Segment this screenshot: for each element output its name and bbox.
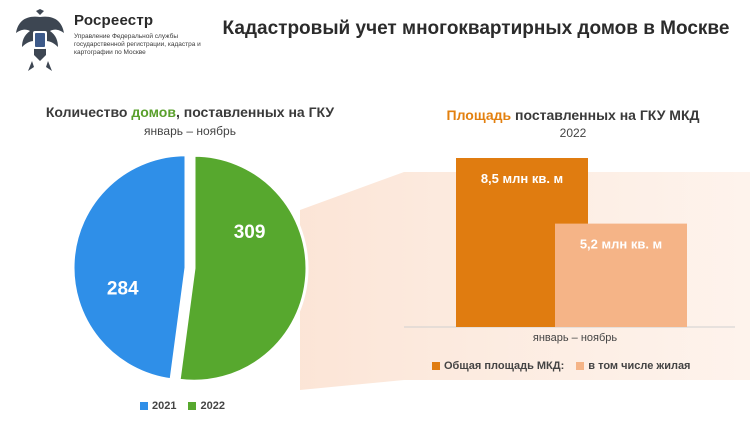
bar-chart-title: Площадь поставленных на ГКУ МКД	[446, 107, 700, 123]
bar-category-label: январь – ноябрь	[532, 332, 618, 344]
legend-item-2021: 2021	[140, 400, 176, 412]
pie-slice-2021	[71, 153, 188, 382]
bar-legend: Общая площадь МКД: в том числе жилая	[432, 360, 702, 372]
pie-value-label-2021: 284	[107, 279, 139, 300]
bar-1	[555, 223, 687, 327]
pie-chart-title: Количество домов, поставленных на ГКУ	[45, 104, 335, 120]
pie-title-highlight: домов	[131, 104, 176, 120]
pie-value-label-2022: 309	[234, 222, 266, 243]
bar-value-label-1: 5,2 млн кв. м	[580, 237, 662, 252]
bar-title-highlight: Площадь	[446, 107, 512, 123]
eagle-emblem-icon	[16, 9, 64, 71]
bar-value-label-0: 8,5 млн кв. м	[481, 171, 563, 186]
legend-item-total-area: Общая площадь МКД:	[432, 360, 564, 372]
org-name: Росреестр	[74, 12, 154, 29]
pie-chart-subtitle: январь – ноябрь	[144, 124, 236, 138]
org-subtitle: Управление Федеральной службы государств…	[74, 33, 201, 56]
org-block: Росреестр Управление Федеральной службы …	[74, 12, 204, 57]
pie-slice-2022	[177, 153, 309, 383]
page-title: Кадастровый учет многоквартирных домов в…	[222, 18, 730, 39]
legend-item-living-area: в том числе жилая	[576, 360, 690, 372]
pie-legend: 2021 2022	[140, 400, 237, 412]
bar-chart-subtitle: 2022	[559, 126, 587, 140]
legend-item-2022: 2022	[188, 400, 225, 412]
